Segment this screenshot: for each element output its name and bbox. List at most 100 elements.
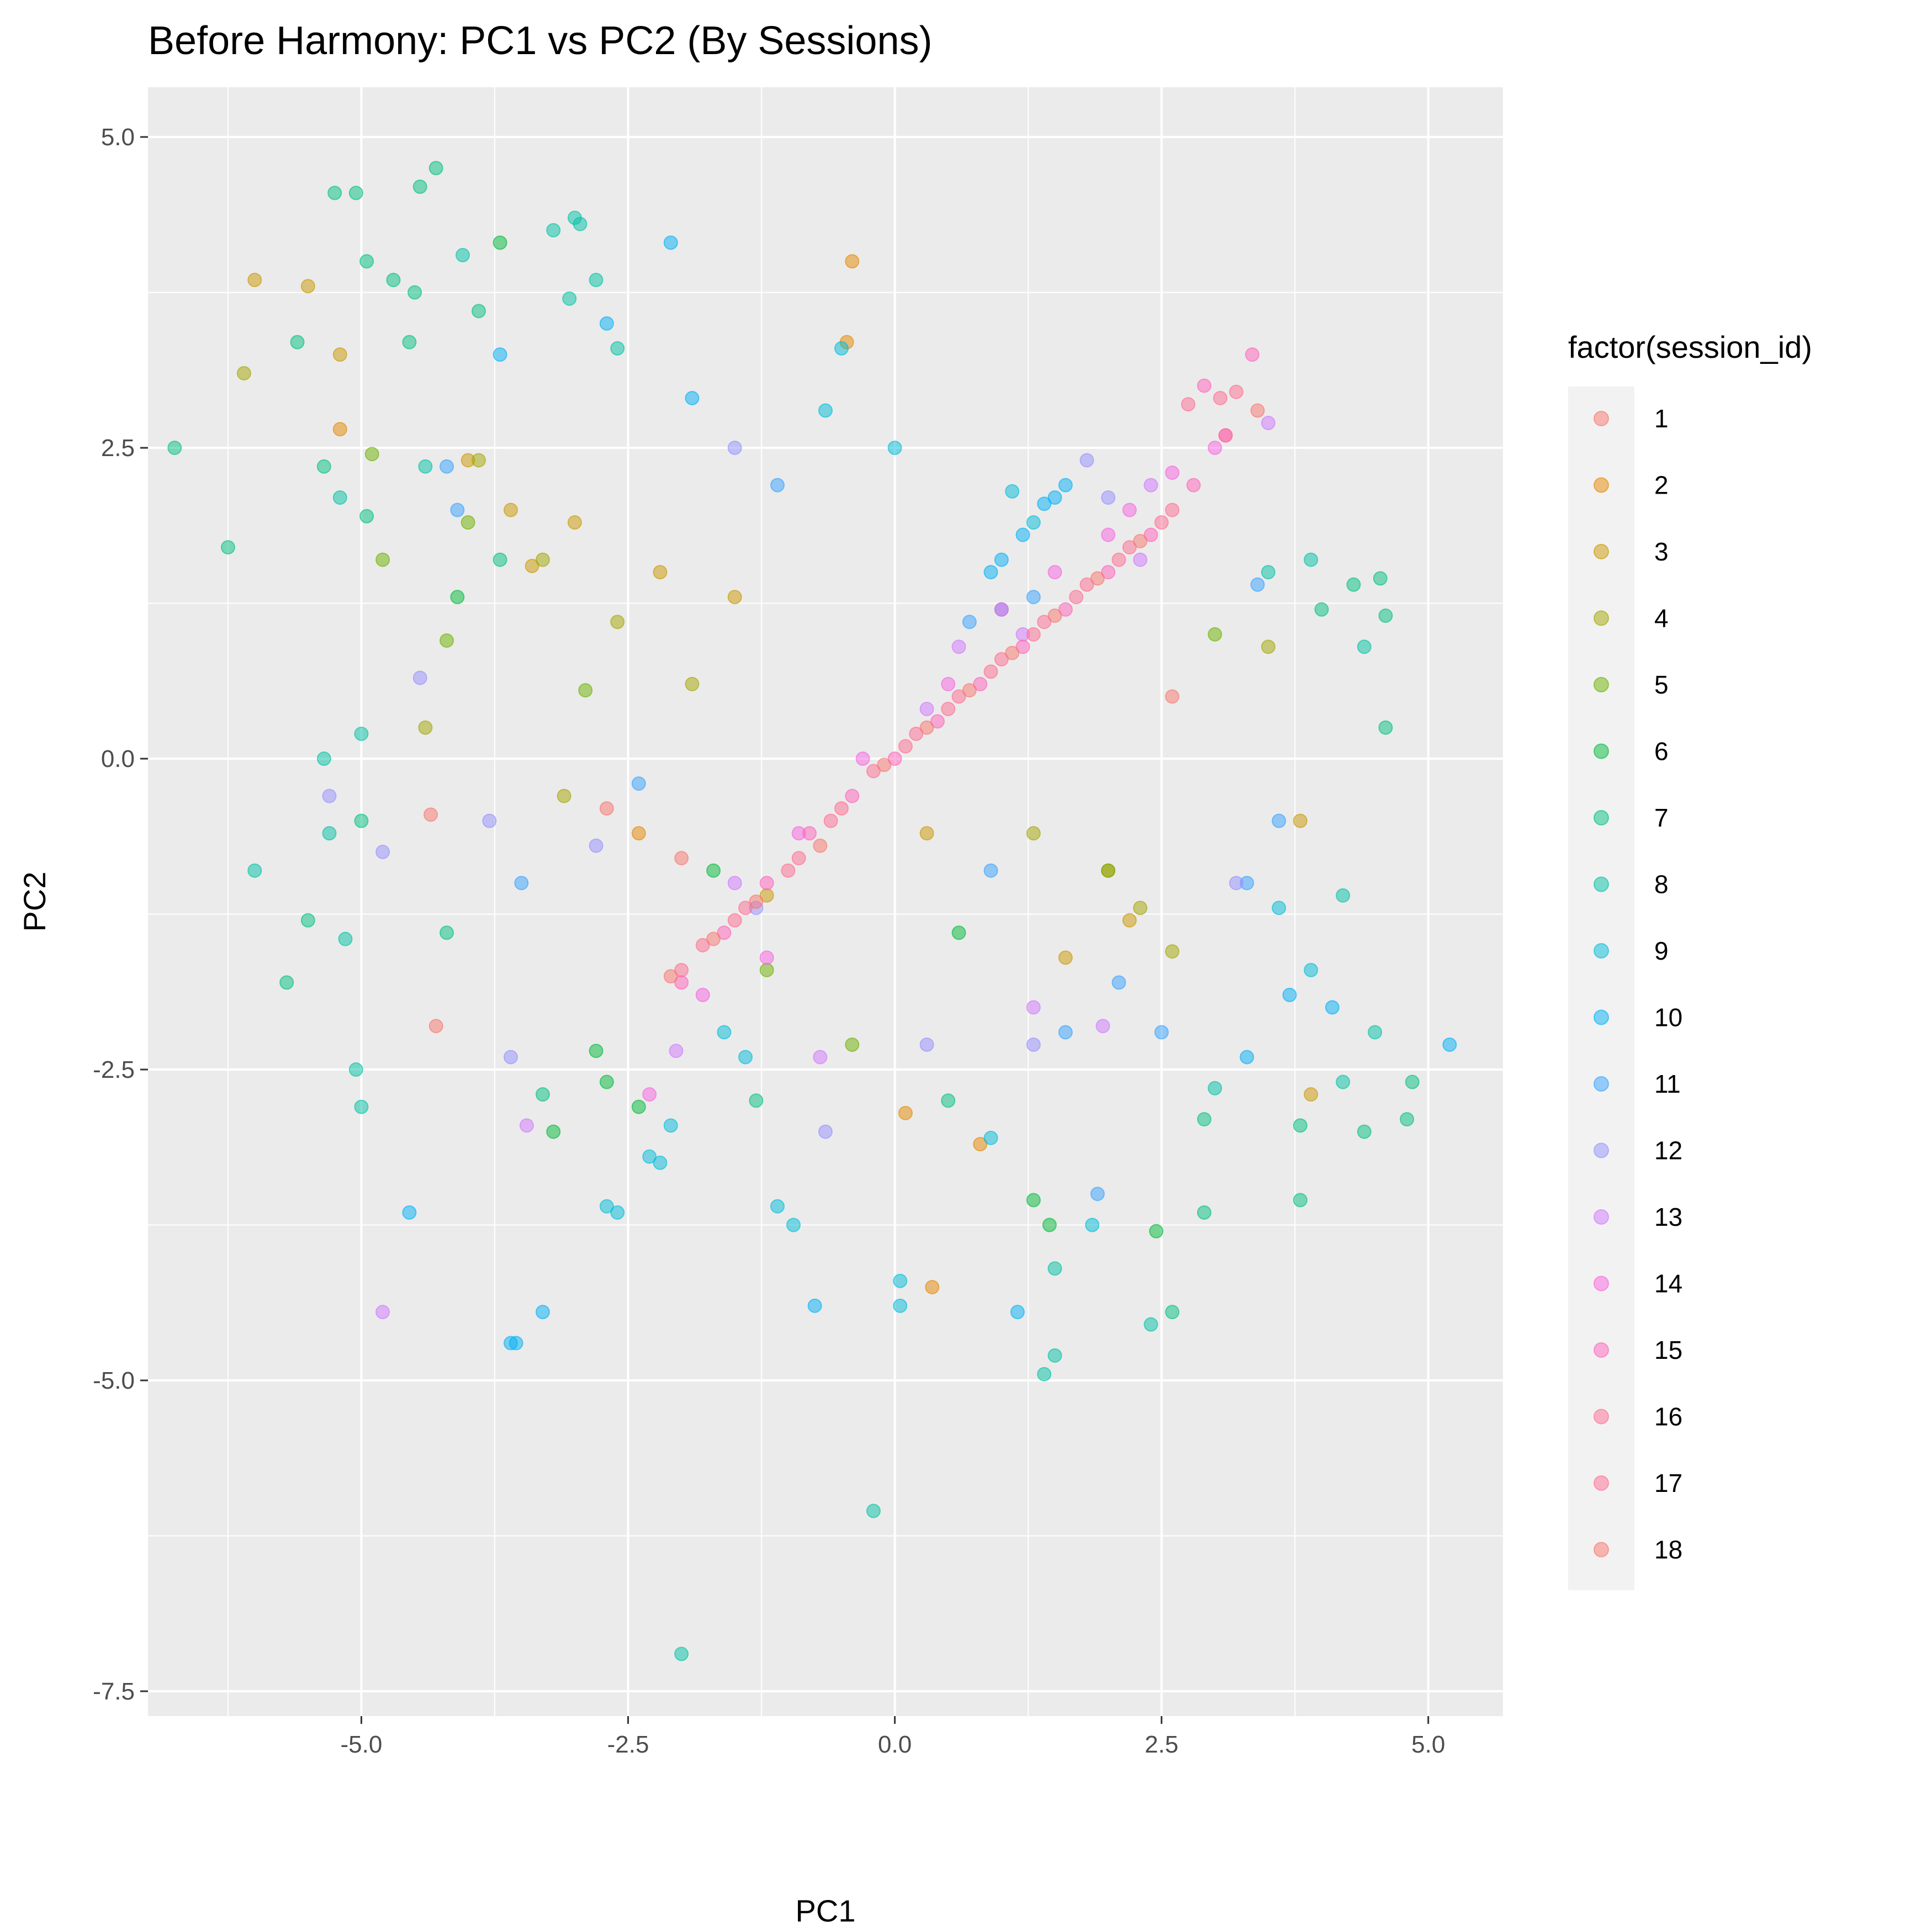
data-point [364,447,379,462]
data-point [653,565,668,580]
data-point [440,459,454,474]
data-point [994,652,1009,666]
data-point [951,689,966,704]
points-layer [167,161,1457,1661]
data-point [1015,639,1030,654]
x-tick-label: 2.5 [1145,1731,1178,1758]
data-point [941,701,956,716]
data-point [1325,1000,1340,1015]
legend-label-12: 12 [1654,1136,1682,1165]
data-point [1336,1074,1351,1089]
data-point [300,279,315,294]
data-point [546,1124,561,1139]
data-point [962,683,977,698]
data-point [220,540,235,555]
data-point [375,844,390,859]
data-point [1047,608,1062,623]
series-13 [375,416,1275,1320]
data-point [589,273,604,288]
data-point [1245,347,1259,362]
data-point [1026,515,1041,530]
legend-key-18 [1594,1542,1609,1558]
data-point [535,552,550,567]
x-axis: -5.0 -2.5 0.0 2.5 5.0 [341,1716,1445,1758]
data-point [941,1093,956,1108]
data-point [472,453,486,468]
data-point [727,590,742,605]
data-point [749,894,764,909]
data-point [1111,975,1126,990]
y-tick-label: -7.5 [93,1678,135,1705]
data-point [893,1298,908,1313]
data-point [348,1062,363,1077]
data-point [450,502,465,517]
data-point [493,552,507,567]
data-point [727,441,742,456]
data-point [1165,944,1179,959]
data-point [983,863,998,878]
series-17 [674,515,1169,977]
data-point [1378,608,1393,623]
data-point [994,602,1009,617]
plot-panel [148,87,1503,1716]
data-point [1037,496,1052,511]
data-point [674,851,689,866]
data-point [402,1205,417,1220]
data-point [930,714,945,729]
data-point [247,863,262,878]
data-point [375,552,390,567]
data-point [493,235,507,250]
data-point [770,478,785,493]
legend-label-10: 10 [1654,1003,1682,1032]
legend-key-12 [1594,1142,1609,1158]
data-point [1026,1000,1041,1015]
data-point [951,639,966,654]
y-tick-label: 2.5 [101,435,135,462]
data-point [845,254,860,269]
legend-label-16: 16 [1654,1402,1682,1431]
legend-key-11 [1594,1076,1609,1092]
data-point [1197,378,1211,393]
data-point [1293,1193,1308,1208]
data-point [802,826,817,841]
data-point [1122,540,1137,555]
data-point [418,459,433,474]
data-point [1282,987,1297,1002]
data-point [1058,602,1073,617]
data-point [599,316,614,331]
data-point [919,720,934,735]
data-point [786,1218,801,1232]
data-point [1144,478,1158,493]
data-point [354,1099,369,1114]
data-point [247,273,262,288]
data-point [440,925,454,940]
series-3 [247,273,1319,1102]
data-point [706,931,721,946]
data-point [1085,1218,1100,1232]
data-point [1101,490,1116,505]
legend-key-6 [1594,743,1609,759]
data-point [1165,502,1179,517]
data-point [674,962,689,977]
data-point [994,552,1009,567]
data-point [1304,552,1319,567]
data-point [546,223,561,237]
data-point [1058,950,1073,965]
data-point [1047,1348,1062,1363]
y-tick-label: 5.0 [101,124,135,151]
data-point [717,1025,732,1040]
data-point [1208,441,1222,456]
data-point [1047,1261,1062,1276]
x-axis-title: PC1 [796,1893,856,1928]
data-point [599,1074,614,1089]
y-tick-label: 0.0 [101,745,135,772]
data-point [738,1050,753,1065]
data-point [887,751,902,766]
data-point [685,676,700,691]
legend-key-10 [1594,1009,1609,1025]
data-point [1346,577,1361,592]
data-point [1026,590,1041,605]
data-point [973,1137,988,1152]
data-point [1144,527,1158,542]
data-point [1069,590,1084,605]
